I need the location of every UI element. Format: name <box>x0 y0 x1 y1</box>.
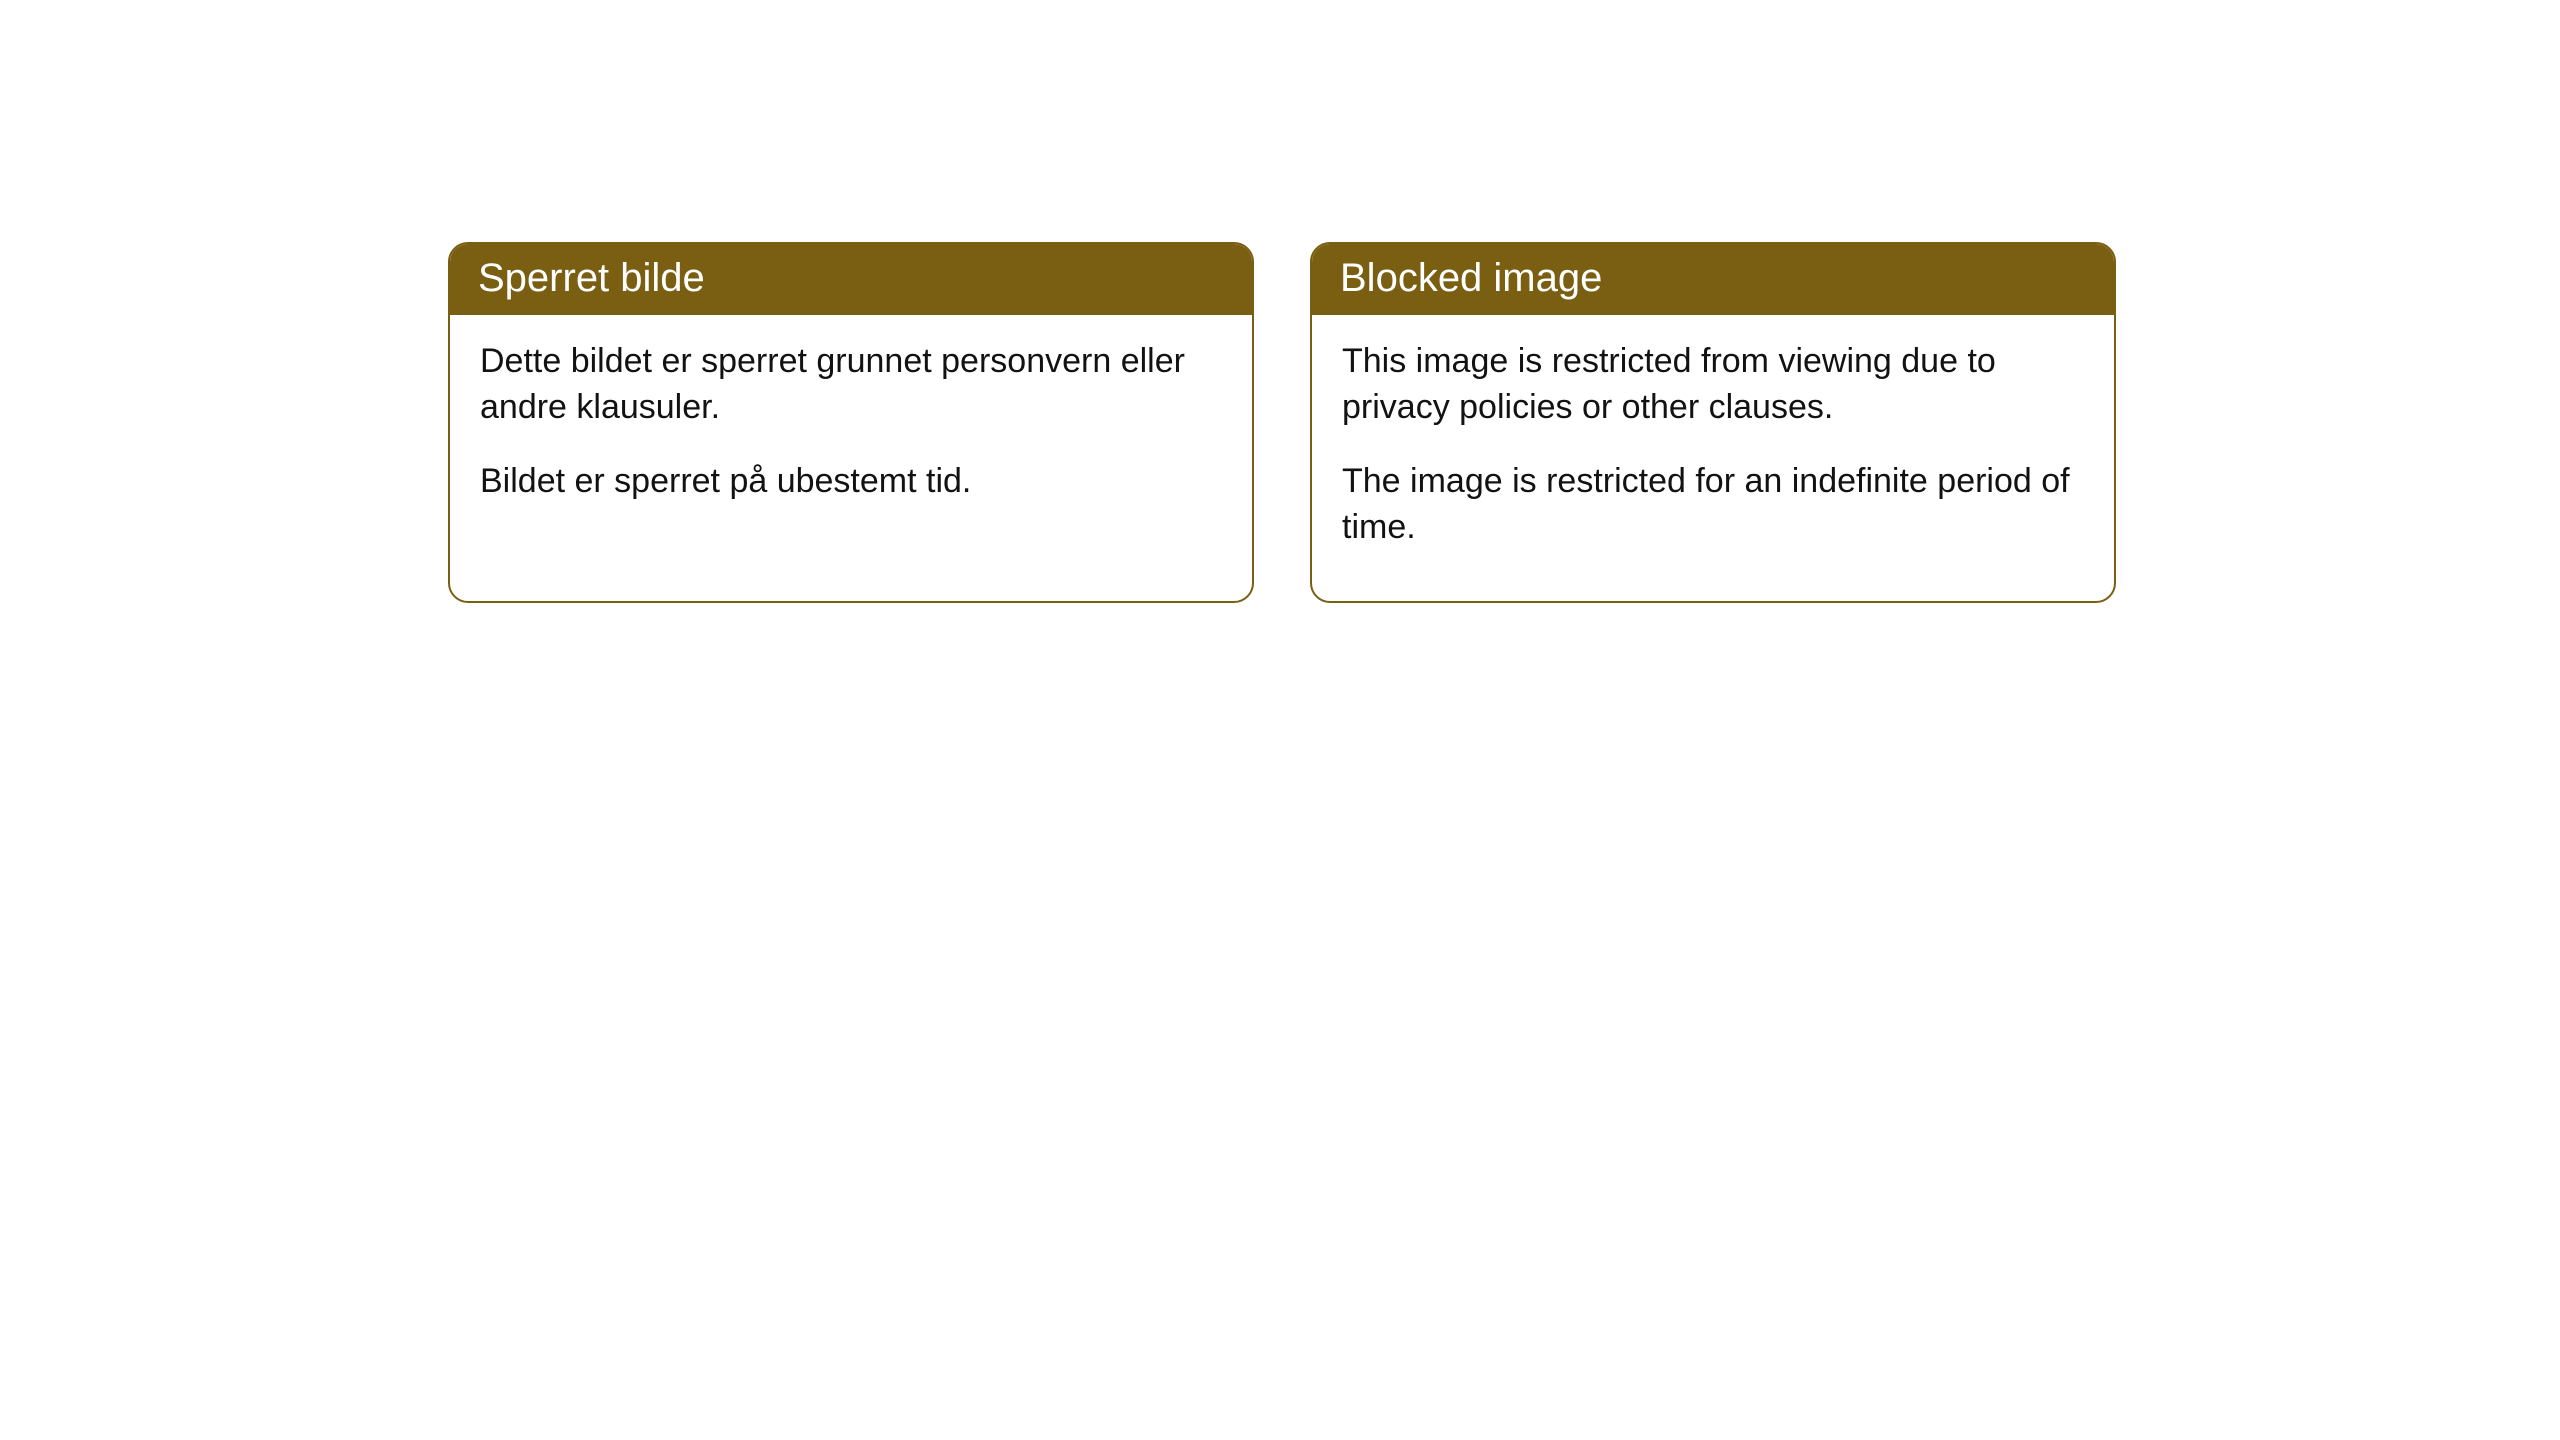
notice-text-line-2: Bildet er sperret på ubestemt tid. <box>480 459 1222 505</box>
card-body-norwegian: Dette bildet er sperret grunnet personve… <box>450 315 1252 555</box>
notice-cards-container: Sperret bilde Dette bildet er sperret gr… <box>0 0 2560 603</box>
notice-text-line-1: Dette bildet er sperret grunnet personve… <box>480 339 1222 431</box>
notice-text-line-2: The image is restricted for an indefinit… <box>1342 459 2084 551</box>
notice-card-norwegian: Sperret bilde Dette bildet er sperret gr… <box>448 242 1254 603</box>
notice-card-english: Blocked image This image is restricted f… <box>1310 242 2116 603</box>
notice-text-line-1: This image is restricted from viewing du… <box>1342 339 2084 431</box>
card-body-english: This image is restricted from viewing du… <box>1312 315 2114 601</box>
card-header-norwegian: Sperret bilde <box>450 244 1252 315</box>
card-header-english: Blocked image <box>1312 244 2114 315</box>
